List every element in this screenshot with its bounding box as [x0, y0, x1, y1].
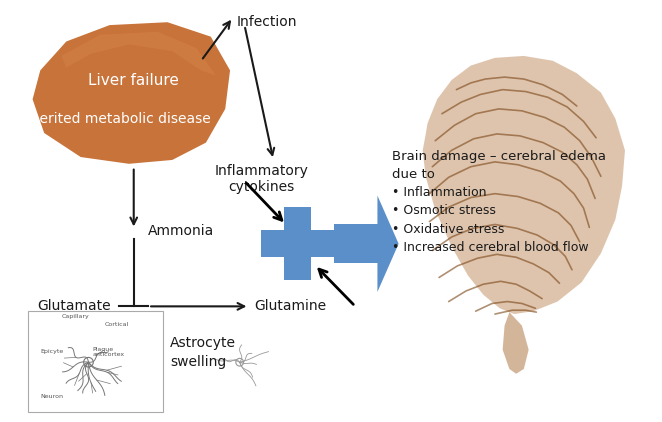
Polygon shape [423, 56, 625, 314]
Text: Neuron: Neuron [40, 394, 64, 399]
Text: Ammonia: Ammonia [148, 224, 214, 238]
Text: • Increased cerebral blood flow: • Increased cerebral blood flow [392, 241, 589, 254]
Text: Infection: Infection [237, 16, 297, 30]
Text: Brain damage – cerebral edema
due to: Brain damage – cerebral edema due to [392, 150, 606, 181]
Bar [334, 225, 379, 263]
Polygon shape [377, 195, 399, 292]
Text: Glutamine: Glutamine [254, 299, 326, 314]
Bar [284, 207, 311, 280]
Text: Plaque
anticortex: Plaque anticortex [92, 346, 124, 357]
Polygon shape [502, 312, 529, 374]
Polygon shape [32, 22, 230, 164]
Text: • Inflammation: • Inflammation [392, 186, 487, 199]
Text: • Osmotic stress: • Osmotic stress [392, 204, 496, 217]
Text: Epicyte: Epicyte [40, 349, 64, 354]
Text: • Oxidative stress: • Oxidative stress [392, 222, 504, 235]
Text: Cortical: Cortical [105, 322, 129, 327]
Polygon shape [62, 32, 216, 75]
Text: Liver failure: Liver failure [88, 73, 179, 87]
Text: Capillary: Capillary [62, 314, 90, 319]
Text: Glutamate: Glutamate [38, 299, 111, 314]
FancyBboxPatch shape [28, 311, 163, 412]
Text: Astrocyte
swelling: Astrocyte swelling [170, 336, 236, 369]
Text: Inflammatory
cytokines: Inflammatory cytokines [215, 164, 308, 194]
Text: Inherited metabolic disease: Inherited metabolic disease [18, 111, 211, 125]
Bar [261, 230, 334, 257]
